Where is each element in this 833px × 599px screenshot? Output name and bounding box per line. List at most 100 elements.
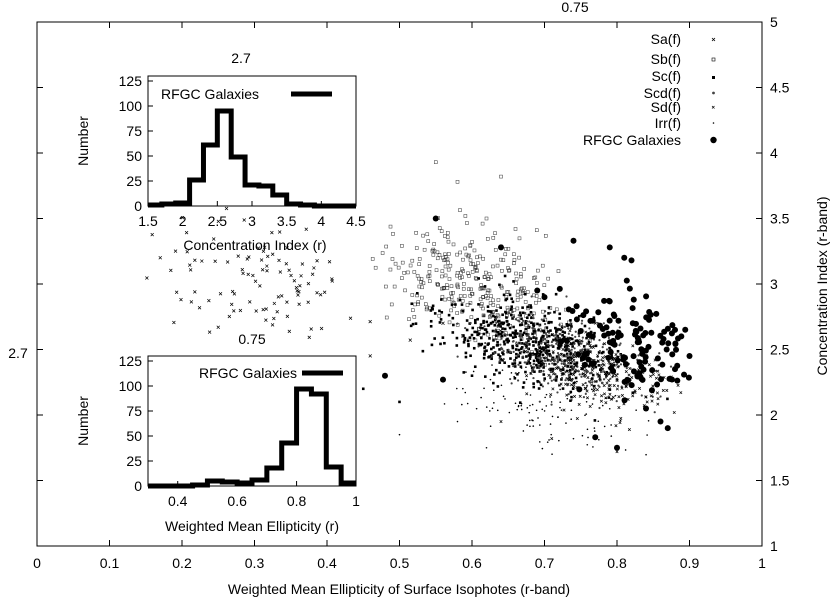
scatter-point-sb-f xyxy=(440,294,445,299)
scatter-point-sa-f xyxy=(188,268,193,272)
scatter-point-sd-f xyxy=(563,344,567,348)
scatter-point-sd-f xyxy=(605,381,609,385)
scatter-point-rfgc-galaxies xyxy=(672,326,678,333)
scatter-point-sa-f xyxy=(296,293,300,297)
main-top-annotation: 0.75 xyxy=(561,0,588,15)
scatter-point-sb-f xyxy=(514,277,519,281)
inset2-background xyxy=(148,356,356,486)
scatter-point-sc-f xyxy=(565,369,569,373)
scatter-point-sd-f xyxy=(566,361,571,365)
scatter-point-sc-f xyxy=(543,314,547,318)
scatter-point-irr-f xyxy=(545,393,548,396)
scatter-point-sd-f xyxy=(661,388,665,393)
scatter-point-scd-f xyxy=(525,334,528,337)
scatter-point-sc-f xyxy=(477,277,480,280)
scatter-point-sb-f xyxy=(437,253,442,257)
scatter-point-sc-f xyxy=(496,330,500,334)
scatter-point-sc-f xyxy=(573,362,576,366)
scatter-point-sc-f xyxy=(490,357,493,361)
scatter-point-sd-f xyxy=(579,339,583,343)
scatter-point-sa-f xyxy=(275,310,279,314)
scatter-point-scd-f xyxy=(494,328,497,331)
scatter-point-sd-f xyxy=(578,394,582,398)
scatter-point-sc-f xyxy=(492,339,495,342)
scatter-point-sd-f xyxy=(656,402,660,406)
scatter-point-sb-f xyxy=(425,232,430,237)
scatter-point-scd-f xyxy=(619,363,623,366)
scatter-point-sc-f xyxy=(569,399,572,402)
scatter-point-sc-f xyxy=(555,339,558,342)
scatter-point-scd-f xyxy=(550,403,553,406)
scatter-point-scd-f xyxy=(517,353,520,356)
scatter-point-sd-f xyxy=(630,375,634,380)
scatter-point-sc-f xyxy=(612,363,616,367)
scatter-point-sc-f xyxy=(538,346,542,350)
scatter-point-scd-f xyxy=(545,339,549,342)
legend-label-scd: Scd(f) xyxy=(644,85,681,101)
scatter-point-sc-f xyxy=(545,349,548,352)
scatter-point-sc-f xyxy=(530,366,534,369)
main-y-tick-label: 2 xyxy=(770,407,778,423)
scatter-point-sa-f xyxy=(188,263,192,267)
scatter-point-sc-f xyxy=(569,365,573,369)
scatter-point-sb-f xyxy=(486,277,490,281)
scatter-point-sc-f xyxy=(532,324,535,328)
scatter-point-sc-f xyxy=(494,368,498,372)
scatter-point-sc-f xyxy=(551,345,555,348)
scatter-point-sb-f xyxy=(485,291,490,295)
scatter-point-rfgc-galaxies xyxy=(657,418,664,425)
scatter-point-sa-f xyxy=(173,249,178,253)
scatter-point-sa-f xyxy=(279,294,284,298)
scatter-point-sa-f xyxy=(227,314,232,319)
scatter-point-sb-f xyxy=(512,261,516,266)
scatter-point-sc-f xyxy=(440,298,443,301)
scatter-point-irr-f xyxy=(525,378,528,381)
scatter-point-sc-f xyxy=(532,329,536,333)
scatter-point-sb-f xyxy=(499,174,503,179)
scatter-point-sb-f xyxy=(446,239,451,244)
scatter-point-scd-f xyxy=(495,338,498,341)
scatter-point-scd-f xyxy=(605,348,609,351)
scatter-point-sd-f xyxy=(596,359,600,363)
scatter-point-sc-f xyxy=(522,331,526,335)
scatter-point-sc-f xyxy=(469,354,472,358)
scatter-point-scd-f xyxy=(580,319,584,322)
scatter-point-sc-f xyxy=(543,377,547,380)
scatter-point-sb-f xyxy=(491,303,496,307)
scatter-point-sc-f xyxy=(438,321,442,324)
scatter-point-rfgc-galaxies xyxy=(498,244,504,251)
inset-x-tick-label: 4.5 xyxy=(346,213,366,229)
scatter-point-sc-f xyxy=(566,356,570,360)
scatter-point-sb-f xyxy=(445,235,450,239)
scatter-point-sc-f xyxy=(479,326,482,329)
scatter-point-sc-f xyxy=(559,343,563,347)
scatter-point-sc-f xyxy=(494,329,498,333)
scatter-point-sc-f xyxy=(514,348,518,351)
scatter-point-sc-f xyxy=(522,381,526,384)
scatter-point-sc-f xyxy=(547,312,550,315)
scatter-point-sb-f xyxy=(392,284,397,289)
scatter-point-irr-f xyxy=(531,403,534,406)
scatter-point-rfgc-galaxies xyxy=(605,297,612,304)
scatter-point-sc-f xyxy=(497,353,500,357)
scatter-point-scd-f xyxy=(565,358,569,362)
scatter-point-sd-f xyxy=(599,399,603,403)
scatter-point-sc-f xyxy=(461,309,465,313)
scatter-point-sc-f xyxy=(554,337,558,340)
scatter-point-sc-f xyxy=(551,367,555,371)
scatter-point-sd-f xyxy=(583,373,588,377)
scatter-point-sc-f xyxy=(518,361,522,365)
scatter-point-sc-f xyxy=(509,334,513,337)
scatter-point-sb-f xyxy=(505,305,510,310)
scatter-point-sb-f xyxy=(431,253,436,257)
scatter-point-irr-f xyxy=(586,443,589,446)
scatter-point-irr-f xyxy=(475,407,478,410)
scatter-point-sb-f xyxy=(464,252,469,257)
scatter-point-sc-f xyxy=(540,363,544,366)
scatter-point-sc-f xyxy=(532,344,535,347)
scatter-point-sc-f xyxy=(410,302,414,306)
scatter-point-sb-f xyxy=(408,263,413,268)
scatter-point-sb-f xyxy=(419,280,423,284)
scatter-point-sb-f xyxy=(513,227,518,231)
scatter-point-sa-f xyxy=(174,290,179,294)
